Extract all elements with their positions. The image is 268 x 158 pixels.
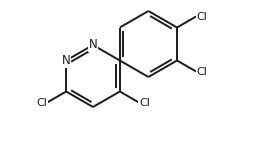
Text: Cl: Cl [196,67,207,76]
Text: N: N [89,39,97,52]
Text: Cl: Cl [139,97,150,107]
Text: Cl: Cl [36,97,47,107]
Text: N: N [62,54,70,67]
Text: Cl: Cl [196,12,207,21]
